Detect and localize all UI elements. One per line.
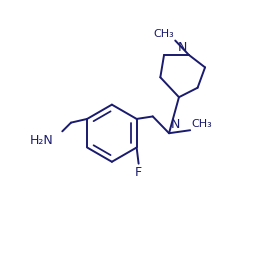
Text: CH₃: CH₃	[153, 28, 174, 39]
Text: F: F	[135, 166, 142, 179]
Text: N: N	[171, 118, 180, 131]
Text: H₂N: H₂N	[30, 134, 53, 147]
Text: N: N	[177, 41, 187, 54]
Text: CH₃: CH₃	[191, 119, 212, 129]
